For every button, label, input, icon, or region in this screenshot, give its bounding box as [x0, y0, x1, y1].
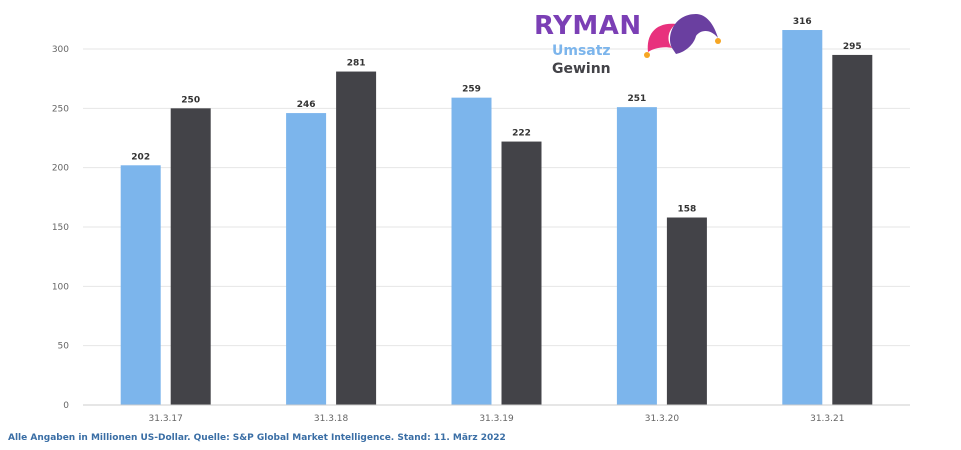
y-tick-label: 250 — [52, 104, 69, 114]
data-label: 202 — [131, 152, 150, 162]
y-tick-label: 0 — [63, 401, 69, 411]
x-tick-label: 31.3.18 — [314, 414, 349, 424]
bar-gewinn — [832, 54, 873, 405]
x-tick-label: 31.3.20 — [645, 414, 680, 424]
x-tick-label: 31.3.17 — [149, 414, 183, 424]
y-tick-label: 200 — [52, 164, 69, 174]
footer-source-note: Alle Angaben in Millionen US-Dollar. Que… — [8, 433, 506, 443]
brand-name: RYMAN — [534, 11, 642, 41]
bar-umsatz — [120, 165, 161, 405]
bar-gewinn — [336, 71, 377, 406]
data-labels: 202 250 246 281 259 222 251 158 316 295 — [131, 17, 861, 214]
y-tick-label: 150 — [52, 223, 69, 233]
data-label: 158 — [678, 205, 697, 215]
data-label: 251 — [628, 94, 647, 104]
x-tick-label: 31.3.19 — [479, 414, 514, 424]
y-tick-label: 50 — [58, 342, 70, 352]
data-label: 316 — [793, 17, 812, 27]
legend-item-umsatz: Umsatz — [552, 43, 611, 59]
bar-umsatz — [782, 30, 823, 405]
data-label: 222 — [512, 129, 531, 139]
data-label: 281 — [347, 59, 366, 69]
data-label: 250 — [181, 95, 200, 105]
data-label: 246 — [297, 100, 316, 110]
bar-gewinn — [170, 108, 211, 405]
gridlines — [83, 48, 910, 347]
x-axis-ticks: 31.3.17 31.3.18 31.3.19 31.3.20 31.3.21 — [149, 414, 845, 424]
y-axis-ticks: 0 50 100 150 200 250 300 — [52, 45, 69, 411]
x-tick-label: 31.3.21 — [810, 414, 844, 424]
bars — [120, 30, 873, 406]
bar-umsatz — [451, 97, 492, 406]
bar-gewinn — [501, 141, 542, 405]
brand-legend: RYMAN Umsatz Gewinn — [534, 10, 642, 78]
bar-gewinn — [666, 217, 707, 405]
y-tick-label: 100 — [52, 282, 69, 292]
legend-item-gewinn: Gewinn — [552, 61, 611, 77]
bar-umsatz — [286, 113, 327, 405]
bar-umsatz — [616, 107, 657, 405]
data-label: 259 — [462, 85, 481, 95]
data-label: 295 — [843, 42, 862, 52]
y-tick-label: 300 — [52, 45, 69, 55]
jester-hat-icon — [644, 14, 721, 58]
